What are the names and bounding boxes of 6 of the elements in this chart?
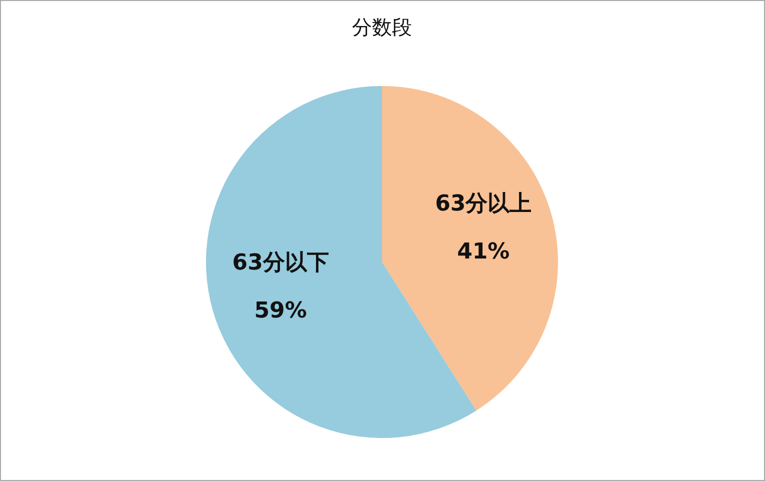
chart-title: 分数段 (352, 15, 412, 39)
slice-label: 63分以上 (435, 192, 532, 217)
pie-slice (382, 86, 558, 411)
data-label: 41% (457, 240, 510, 265)
data-label: 59% (254, 298, 307, 324)
slice-label: 63分以下 (232, 250, 329, 276)
